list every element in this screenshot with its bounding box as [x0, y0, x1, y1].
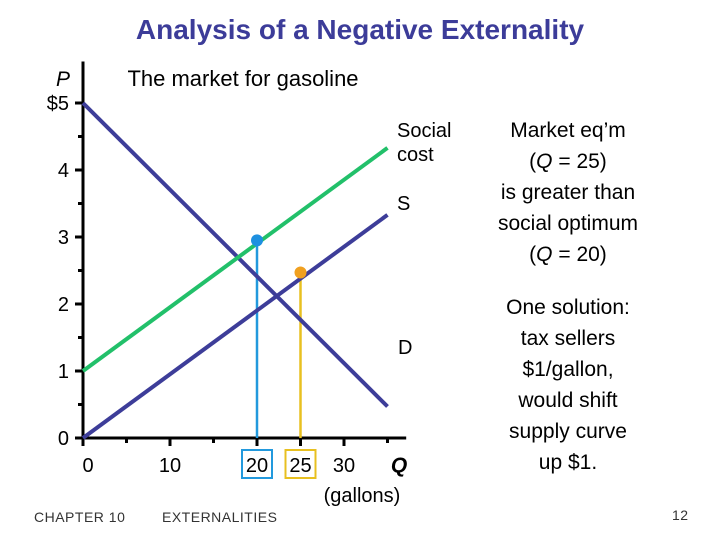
y-tick-label: 4: [58, 160, 69, 182]
x-tick-label: 0: [82, 455, 93, 477]
y-axis-title: P: [56, 68, 70, 91]
note-line: (Q = 20): [529, 243, 607, 266]
note-line: supply curve: [509, 420, 627, 443]
slide-title: Analysis of a Negative Externality: [135, 14, 585, 45]
supply-curve: [81, 213, 389, 440]
demand-curve-label: D: [398, 337, 412, 359]
social-optimum-point: [251, 234, 263, 247]
x-tick-label: 30: [333, 455, 355, 477]
note-line: Market eq’m: [510, 119, 626, 142]
market-eq-box: [284, 449, 317, 479]
x-axis-unit: (gallons): [324, 485, 401, 507]
social-cost-curve-label: Social: [397, 120, 451, 142]
note-line: (Q = 25): [529, 150, 607, 173]
y-tick-label: $5: [47, 93, 69, 115]
x-axis-title: Q: [391, 454, 407, 477]
demand-curve: [81, 101, 389, 408]
supply-curve-label: S: [397, 193, 410, 215]
social-optimum-box: [241, 449, 273, 479]
page-number: 12: [672, 507, 689, 523]
market-equilibrium-note: Market eq’m (Q = 25) is greater than soc…: [478, 115, 658, 270]
x-tick-label: 20: [246, 455, 268, 477]
y-tick-label: 3: [58, 227, 69, 249]
note-line: social optimum: [497, 212, 639, 235]
y-tick-label: 1: [58, 361, 69, 383]
market-equilibrium-point: [294, 266, 307, 279]
y-tick-label: 0: [58, 428, 69, 450]
solution-note: One solution: tax sellers $1/gallon, wou…: [478, 292, 658, 478]
note-line: One solution:: [506, 296, 630, 319]
note-line: is greater than: [500, 181, 636, 204]
social-cost-curve: [81, 146, 389, 373]
topic-label: EXTERNALITIES: [162, 509, 278, 525]
note-line: tax sellers: [520, 327, 616, 350]
x-tick-label: 25: [289, 455, 311, 477]
x-tick-label: 10: [159, 455, 181, 477]
note-line: would shift: [518, 389, 618, 412]
y-tick-label: 2: [58, 294, 69, 316]
note-line: $1/gallon,: [522, 358, 614, 381]
note-line: up $1.: [538, 451, 598, 474]
social-cost-curve-label: cost: [397, 144, 434, 166]
chapter-label: CHAPTER 10: [34, 509, 126, 525]
chart-title: The market for gasoline: [127, 66, 358, 91]
